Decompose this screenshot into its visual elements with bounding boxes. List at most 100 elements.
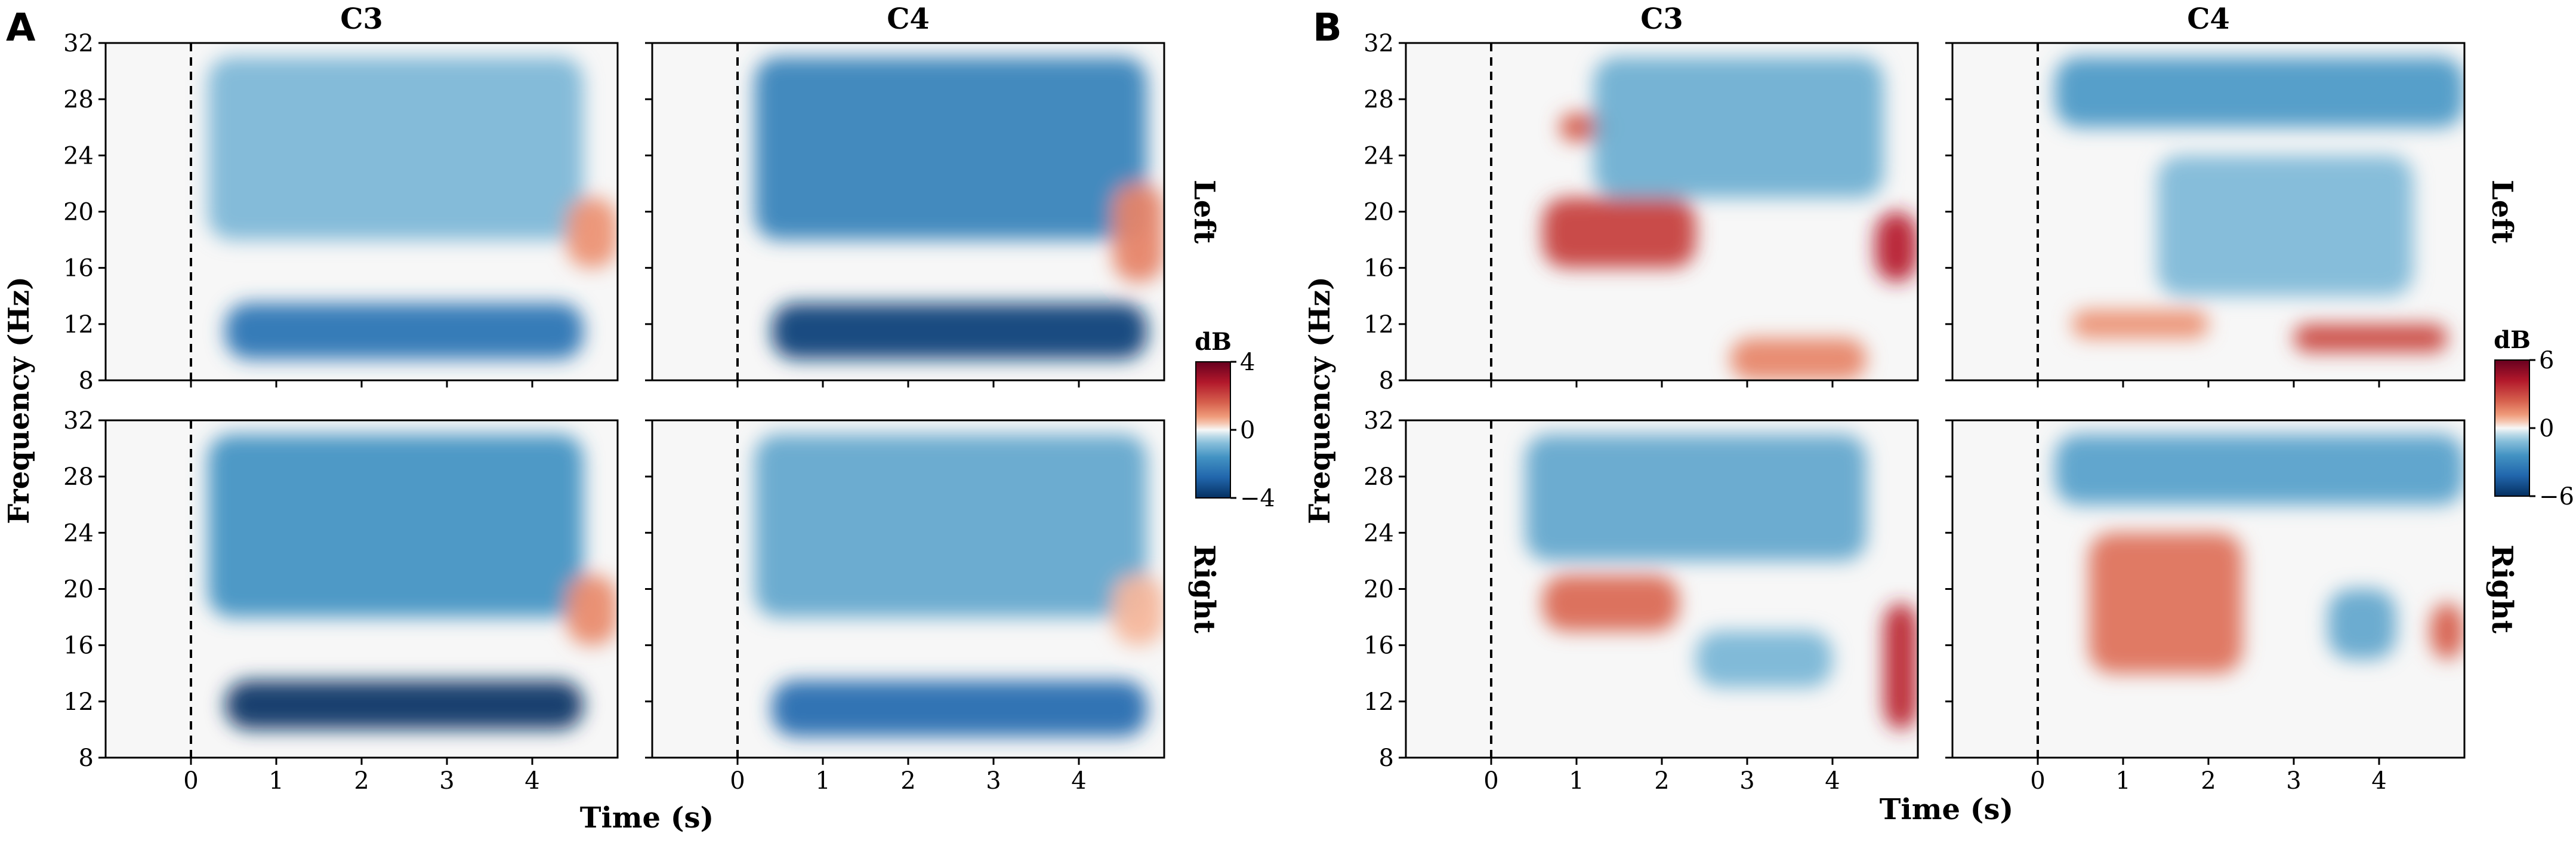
colorbar-gradient: [1195, 361, 1231, 499]
tfr-power-region: [566, 574, 618, 645]
y-tick-label: 8: [1379, 745, 1394, 772]
column-title-c4: C4: [887, 2, 930, 36]
row-label-left: Left: [2485, 180, 2519, 244]
tfr-power-region: [208, 57, 584, 240]
tfr-power-region: [2328, 589, 2396, 660]
y-tick-label: 28: [63, 86, 94, 113]
y-tick-label: 28: [63, 463, 94, 491]
y-tick-label: 20: [1363, 576, 1394, 604]
y-tick-label: 20: [1363, 199, 1394, 226]
x-tick-label: 1: [815, 767, 830, 795]
y-tick-label: 20: [63, 576, 94, 604]
y-tick-label: 8: [1379, 367, 1394, 395]
tfr-power-region: [208, 434, 584, 617]
tfr-power-region: [772, 303, 1147, 359]
tfr-power-region: [1593, 57, 1884, 198]
tfr-power-region: [1883, 603, 1918, 730]
tfr-power-region: [1730, 338, 1867, 380]
tfr-power-region: [1542, 197, 1696, 268]
tfr-power-region: [225, 680, 584, 730]
tfr-power-region: [1525, 434, 1867, 561]
x-tick-label: 4: [2371, 767, 2386, 795]
column-title-c3: C3: [1640, 2, 1683, 36]
tfr-cell-c3-left: 8 12 16 20 24 28 32: [63, 30, 619, 395]
tfr-power-region: [772, 680, 1147, 737]
x-tick-label: 2: [900, 767, 915, 795]
tfr-cell-c4-right: 0 1 2 3 4: [1945, 419, 2466, 795]
column-title-c4: C4: [2187, 2, 2230, 36]
tfr-power-region: [1696, 631, 1832, 688]
y-tick-label: 20: [63, 199, 94, 226]
tfr-power-region: [2072, 310, 2208, 339]
y-tick-label: 8: [79, 367, 94, 395]
tfr-power-region: [2157, 155, 2414, 296]
y-tick-label: 12: [63, 311, 94, 339]
y-tick-label: 16: [1363, 632, 1394, 660]
y-tick-label: 24: [1363, 519, 1394, 547]
tfr-power-region: [754, 434, 1147, 617]
tfr-power-region: [1542, 574, 1679, 632]
colorbar-tick-label: 0: [2539, 415, 2554, 442]
y-tick-label: 16: [63, 255, 94, 282]
tfr-power-region: [2294, 324, 2448, 352]
x-tick-label: 4: [1825, 767, 1840, 795]
y-tick-label: 24: [63, 519, 94, 547]
x-tick-label: 0: [1483, 767, 1498, 795]
tfr-cell-c4-right: 0 1 2 3 4: [645, 419, 1165, 795]
colorbar-tick-label: 0: [1240, 417, 1255, 444]
y-tick-label: 16: [63, 632, 94, 660]
y-tick-label: 12: [1363, 311, 1394, 339]
colorbar-title: dB: [2494, 326, 2531, 354]
y-tick-label: 32: [63, 30, 94, 57]
x-axis-label: Time (s): [1880, 793, 2013, 826]
colorbar-tick-label: −4: [1240, 485, 1275, 512]
tfr-power-region: [2088, 533, 2243, 673]
tfr-power-region: [2430, 603, 2464, 660]
row-label-right: Right: [2485, 545, 2519, 633]
x-tick-label: 2: [2201, 767, 2216, 795]
panel-letter: A: [6, 6, 36, 50]
y-tick-label: 28: [1363, 463, 1394, 491]
y-tick-label: 16: [1363, 255, 1394, 282]
y-tick-label: 32: [1363, 407, 1394, 435]
column-title-c3: C3: [340, 2, 383, 36]
x-tick-label: 4: [1071, 767, 1086, 795]
x-tick-label: 2: [354, 767, 369, 795]
colorbar: dB 4 0 −4: [1195, 328, 1275, 512]
x-tick-label: 1: [1569, 767, 1584, 795]
tfr-power-region: [1113, 183, 1164, 282]
y-tick-label: 12: [1363, 688, 1394, 716]
tfr-power-region: [1875, 211, 1918, 282]
colorbar: dB 6 0 −6: [2494, 326, 2574, 510]
y-tick-label: 32: [63, 407, 94, 435]
x-tick-label: 0: [183, 767, 198, 795]
tfr-power-region: [566, 197, 618, 268]
y-tick-label: 24: [63, 142, 94, 170]
x-axis-label: Time (s): [580, 801, 714, 835]
tfr-power-region: [2054, 434, 2464, 505]
y-tick-label: 32: [1363, 30, 1394, 57]
x-tick-label: 0: [730, 767, 745, 795]
x-tick-label: 0: [2030, 767, 2045, 795]
row-label-right: Right: [1187, 545, 1221, 633]
x-tick-label: 3: [1739, 767, 1754, 795]
y-axis-label: Frequency (Hz): [1303, 276, 1337, 524]
y-tick-label: 8: [79, 745, 94, 772]
y-tick-label: 12: [63, 688, 94, 716]
y-tick-label: 28: [1363, 86, 1394, 113]
colorbar-gradient: [2494, 359, 2530, 497]
panel-letter: B: [1313, 6, 1342, 50]
colorbar-tick-label: 6: [2539, 347, 2554, 374]
x-tick-label: 4: [525, 767, 539, 795]
x-tick-label: 3: [2286, 767, 2301, 795]
y-tick-label: 24: [1363, 142, 1394, 170]
x-tick-label: 1: [269, 767, 283, 795]
tfr-power-region: [754, 57, 1147, 240]
tfr-power-region: [1113, 574, 1164, 645]
colorbar-tick-label: −6: [2539, 483, 2574, 510]
